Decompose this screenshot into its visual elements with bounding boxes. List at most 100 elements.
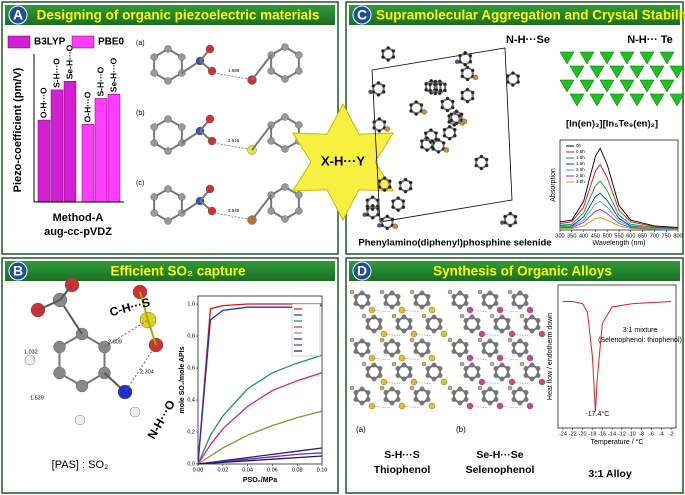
atom: [371, 314, 377, 320]
x-tick-label: 550: [614, 233, 623, 239]
atom: [365, 301, 371, 306]
atom: [475, 373, 481, 378]
atom: [481, 294, 487, 299]
atom: [440, 105, 445, 110]
atom: [445, 96, 450, 101]
atom: [353, 342, 359, 347]
x-tick-label: 0.02: [217, 467, 228, 473]
atom: [382, 120, 387, 124]
atom: [447, 385, 453, 391]
atom: [281, 145, 289, 153]
atom: [513, 214, 518, 219]
cluster: [609, 93, 625, 107]
atom: [493, 294, 499, 299]
interaction: [499, 309, 519, 313]
atom: [371, 362, 377, 368]
atom: [463, 294, 469, 299]
atom: [377, 366, 383, 371]
atom: [425, 366, 431, 371]
center-label: X-H···Y: [321, 153, 365, 168]
atom: [359, 338, 365, 344]
y-axis-label: mole SO₂/mole APIs: [179, 346, 186, 413]
atom: [395, 325, 401, 330]
atom: [523, 373, 529, 378]
atom: [511, 342, 517, 347]
atom: [479, 166, 484, 171]
legend-label: PBE0: [98, 37, 125, 48]
atom: [207, 206, 217, 216]
series-line: [197, 455, 323, 465]
star: [291, 102, 395, 222]
atom: [371, 376, 377, 382]
atom: [150, 209, 158, 217]
atom: [523, 301, 529, 306]
atom: [429, 79, 434, 83]
bond: [251, 194, 272, 221]
x-tick-label: 400: [579, 233, 588, 239]
panel-letter: D: [357, 263, 367, 279]
atom: [437, 325, 443, 330]
series-line: [197, 410, 323, 465]
atom: [453, 133, 457, 138]
atom: [409, 109, 413, 113]
atom: [489, 313, 495, 319]
y-tick-label: 0.2: [187, 429, 195, 435]
atom: [487, 304, 493, 310]
atom: [477, 385, 483, 391]
atom: [465, 77, 470, 82]
atom: [517, 352, 523, 358]
atom: [437, 366, 443, 371]
atom: [507, 337, 513, 343]
atom: [425, 373, 431, 378]
cluster: [579, 51, 595, 65]
atom: [370, 207, 375, 211]
interaction: [383, 381, 403, 385]
atom: [481, 342, 487, 347]
atom: [383, 349, 389, 354]
atom: [425, 349, 431, 354]
atom: [451, 294, 457, 299]
atom: [401, 314, 407, 320]
atom: [517, 400, 523, 406]
atom: [425, 301, 431, 306]
atom: [377, 223, 382, 228]
y-axis-label: Absorption: [550, 168, 557, 202]
h-bond: [124, 344, 157, 393]
atom: [425, 148, 429, 152]
panel-header: [5, 5, 335, 25]
interaction: [413, 333, 433, 337]
atom: [349, 385, 355, 391]
atom: [469, 314, 475, 320]
atom: [419, 338, 425, 344]
atom: [408, 186, 413, 191]
x-tick-label: -20: [579, 431, 587, 437]
atom: [425, 325, 431, 330]
atom: [484, 157, 489, 162]
x-tick-label: -16: [598, 431, 606, 437]
panel-letter-badge: [8, 5, 28, 25]
atom: [389, 304, 395, 310]
atom: [407, 366, 413, 371]
atom: [505, 325, 511, 330]
atom: [409, 337, 415, 343]
atom: [469, 362, 475, 368]
atom: [421, 109, 427, 115]
atom: [505, 80, 510, 84]
atom: [433, 79, 438, 84]
interaction: [511, 381, 531, 385]
atom: [529, 314, 535, 320]
atom: [353, 349, 359, 354]
atom: [382, 176, 387, 180]
bar-label: S-H···O: [95, 66, 105, 96]
atom: [413, 397, 419, 402]
atom: [505, 366, 511, 371]
structure-label: (a): [356, 425, 366, 434]
atom: [395, 390, 401, 395]
cluster: [559, 79, 575, 93]
cluster: [639, 79, 655, 93]
cluster: [609, 65, 625, 79]
atom: [164, 217, 172, 225]
atom: [523, 325, 529, 330]
atom: [459, 112, 464, 117]
sublabel: (c): [136, 180, 144, 187]
